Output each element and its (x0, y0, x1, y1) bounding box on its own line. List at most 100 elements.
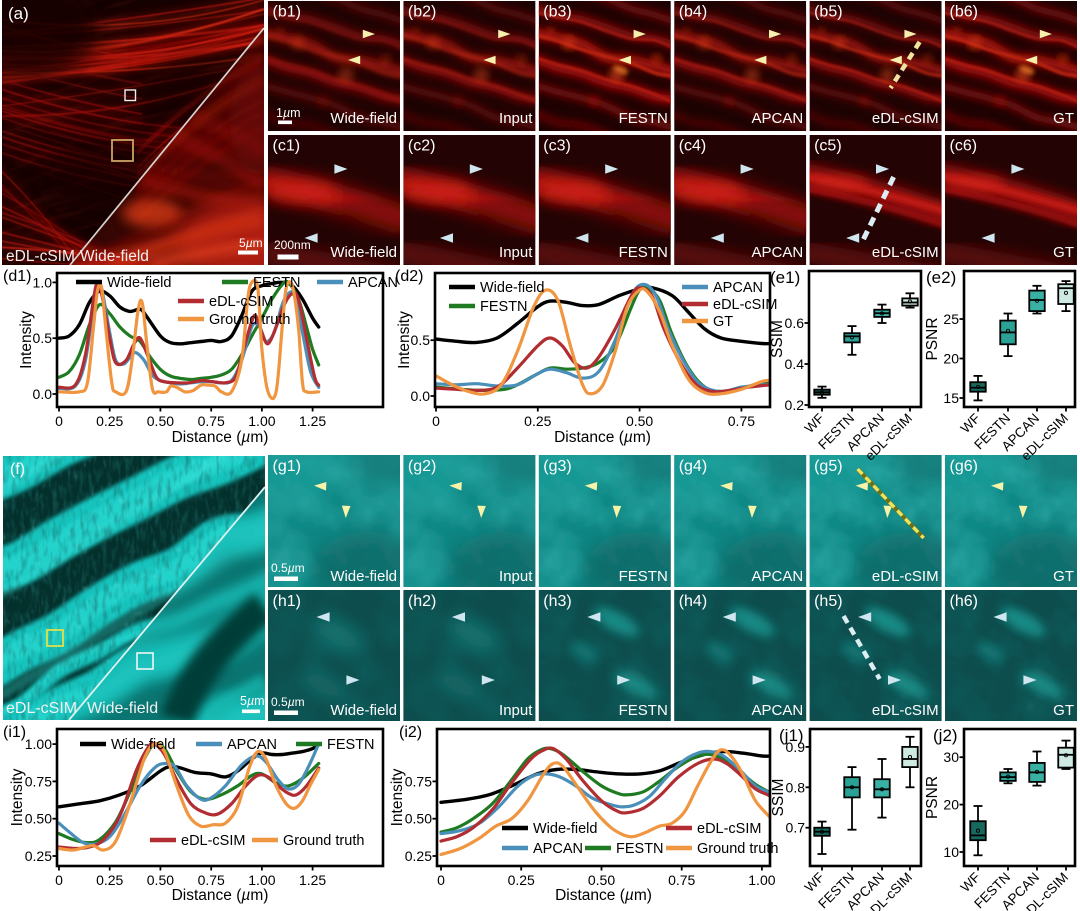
svg-text:0.50: 0.50 (405, 811, 432, 827)
svg-text:0.50: 0.50 (626, 413, 653, 429)
svg-text:Input: Input (499, 110, 533, 127)
svg-text:0.9: 0.9 (786, 739, 806, 755)
svg-text:eDL-cSIM: eDL-cSIM (713, 297, 777, 313)
svg-text:Wide-field: Wide-field (480, 280, 544, 296)
svg-text:(h5): (h5) (814, 593, 842, 610)
svg-text:0.25: 0.25 (405, 848, 432, 864)
svg-text:0.50: 0.50 (147, 413, 174, 429)
svg-text:APCAN: APCAN (348, 275, 398, 291)
svg-text:(h6): (h6) (950, 593, 978, 610)
svg-text:0.25: 0.25 (25, 848, 52, 864)
svg-text:APCAN: APCAN (713, 280, 763, 296)
svg-text:Distance (µm): Distance (µm) (555, 887, 652, 904)
svg-text:APCAN: APCAN (533, 841, 583, 857)
svg-text:Wide-field: Wide-field (80, 248, 149, 265)
svg-text:0.75: 0.75 (25, 773, 52, 789)
svg-text:0.0: 0.0 (411, 388, 431, 404)
svg-text:WF: WF (802, 870, 827, 895)
svg-text:(g3): (g3) (543, 458, 571, 475)
svg-text:GT: GT (1053, 110, 1074, 127)
svg-text:(h2): (h2) (408, 593, 436, 610)
svg-text:0.50: 0.50 (25, 811, 52, 827)
svg-text:(g4): (g4) (679, 458, 707, 475)
svg-text:0.5µm: 0.5µm (271, 561, 305, 575)
svg-text:(e1): (e1) (770, 268, 800, 287)
svg-text:(j2): (j2) (933, 726, 958, 745)
svg-text:SSIM: SSIM (769, 320, 786, 358)
svg-text:(c5): (c5) (814, 138, 842, 155)
svg-text:0.25: 0.25 (96, 872, 123, 888)
svg-text:1.00: 1.00 (248, 413, 275, 429)
svg-text:0.25: 0.25 (96, 413, 123, 429)
svg-text:200nm: 200nm (274, 238, 311, 252)
svg-text:(b4): (b4) (679, 4, 707, 21)
svg-text:(g1): (g1) (273, 458, 301, 475)
svg-text:(c1): (c1) (273, 138, 301, 155)
svg-text:PSNR: PSNR (924, 317, 941, 360)
svg-text:(h3): (h3) (543, 593, 571, 610)
svg-text:FESTN: FESTN (619, 702, 668, 719)
svg-text:0.8: 0.8 (786, 779, 806, 795)
svg-text:eDL-cSIM: eDL-cSIM (872, 568, 939, 585)
svg-text:Wide-field: Wide-field (533, 821, 597, 837)
svg-text:eDL-cSIM: eDL-cSIM (181, 833, 245, 849)
svg-text:1µm: 1µm (276, 106, 301, 120)
svg-text:0.75: 0.75 (728, 413, 755, 429)
svg-text:1.00: 1.00 (25, 736, 52, 752)
svg-text:1.00: 1.00 (748, 872, 775, 888)
svg-text:Wide-field: Wide-field (330, 702, 397, 719)
svg-text:0: 0 (437, 872, 445, 888)
svg-text:10: 10 (943, 844, 959, 860)
svg-text:(b2): (b2) (408, 4, 436, 21)
svg-text:0.25: 0.25 (508, 872, 535, 888)
svg-text:(e2): (e2) (926, 268, 956, 287)
svg-text:Distance (µm): Distance (µm) (554, 429, 651, 446)
svg-text:GT: GT (1053, 702, 1074, 719)
svg-text:0.5µm: 0.5µm (271, 695, 305, 709)
svg-text:APCAN: APCAN (752, 110, 804, 127)
svg-text:0.0: 0.0 (33, 386, 53, 402)
svg-text:GT: GT (1053, 244, 1074, 261)
svg-text:(i1): (i1) (3, 724, 26, 741)
svg-text:PSNR: PSNR (924, 776, 941, 819)
svg-text:eDL-cSIM: eDL-cSIM (697, 821, 761, 837)
svg-text:Input: Input (499, 568, 533, 585)
svg-text:(b5): (b5) (814, 4, 842, 21)
svg-text:Input: Input (499, 244, 533, 261)
svg-text:20: 20 (943, 797, 959, 813)
svg-text:0.75: 0.75 (668, 872, 695, 888)
svg-text:1.25: 1.25 (299, 872, 326, 888)
svg-text:FESTN: FESTN (619, 110, 668, 127)
svg-text:0.25: 0.25 (524, 413, 551, 429)
svg-text:5µm: 5µm (239, 236, 263, 250)
svg-text:eDL-cSIM: eDL-cSIM (872, 244, 939, 261)
svg-text:Distance (µm): Distance (µm) (172, 429, 269, 446)
svg-text:Ground truth: Ground truth (697, 841, 778, 857)
svg-text:(g5): (g5) (814, 458, 842, 475)
svg-text:APCAN: APCAN (752, 702, 804, 719)
svg-text:Intensity: Intensity (18, 311, 35, 369)
svg-text:(b3): (b3) (543, 4, 571, 21)
svg-text:FESTN: FESTN (619, 244, 668, 261)
svg-text:Ground truth: Ground truth (209, 312, 290, 328)
svg-text:(c4): (c4) (679, 138, 707, 155)
svg-text:Input: Input (499, 702, 533, 719)
svg-text:WF: WF (958, 870, 983, 895)
svg-text:0: 0 (55, 413, 63, 429)
svg-text:0.50: 0.50 (588, 872, 615, 888)
svg-text:FESTN: FESTN (619, 568, 668, 585)
svg-text:5µm: 5µm (240, 694, 265, 708)
svg-text:Ground truth: Ground truth (283, 833, 364, 849)
svg-text:(f): (f) (10, 461, 25, 478)
svg-text:FESTN: FESTN (253, 275, 301, 291)
svg-text:25: 25 (943, 311, 959, 327)
svg-text:0.50: 0.50 (147, 872, 174, 888)
svg-text:APCAN: APCAN (752, 568, 804, 585)
svg-text:(c3): (c3) (543, 138, 571, 155)
svg-text:(a): (a) (8, 4, 29, 23)
svg-text:(d2): (d2) (395, 268, 423, 285)
svg-text:FESTN: FESTN (327, 737, 375, 753)
svg-text:0: 0 (432, 413, 440, 429)
svg-text:Wide-field: Wide-field (330, 110, 397, 127)
svg-text:(h4): (h4) (679, 593, 707, 610)
